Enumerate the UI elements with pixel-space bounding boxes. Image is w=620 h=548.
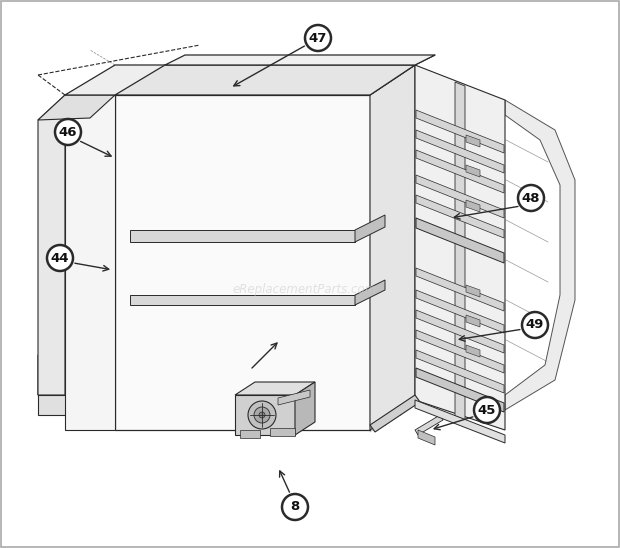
Polygon shape bbox=[115, 65, 415, 95]
Polygon shape bbox=[466, 345, 480, 357]
Text: 47: 47 bbox=[309, 31, 327, 44]
Text: 49: 49 bbox=[526, 318, 544, 332]
Circle shape bbox=[305, 25, 331, 51]
Polygon shape bbox=[240, 430, 260, 438]
Polygon shape bbox=[38, 305, 395, 395]
Polygon shape bbox=[416, 330, 504, 373]
Text: 8: 8 bbox=[290, 500, 299, 513]
Circle shape bbox=[259, 412, 265, 418]
Circle shape bbox=[282, 494, 308, 520]
Polygon shape bbox=[310, 345, 395, 415]
Polygon shape bbox=[370, 395, 420, 432]
Polygon shape bbox=[466, 285, 480, 297]
Polygon shape bbox=[466, 200, 480, 212]
Polygon shape bbox=[415, 65, 505, 430]
Polygon shape bbox=[165, 55, 435, 65]
Polygon shape bbox=[370, 65, 415, 430]
Polygon shape bbox=[355, 215, 385, 242]
Text: 48: 48 bbox=[522, 191, 540, 204]
Polygon shape bbox=[38, 95, 65, 395]
Polygon shape bbox=[65, 65, 415, 95]
Circle shape bbox=[474, 397, 500, 423]
Polygon shape bbox=[38, 395, 310, 415]
Polygon shape bbox=[38, 95, 115, 120]
Circle shape bbox=[518, 185, 544, 211]
Circle shape bbox=[47, 245, 73, 271]
Polygon shape bbox=[416, 290, 504, 333]
Polygon shape bbox=[115, 95, 370, 430]
Circle shape bbox=[522, 312, 548, 338]
Polygon shape bbox=[416, 110, 504, 153]
Polygon shape bbox=[466, 135, 480, 147]
Text: 45: 45 bbox=[478, 403, 496, 416]
Polygon shape bbox=[415, 400, 505, 443]
Polygon shape bbox=[415, 415, 443, 435]
Circle shape bbox=[248, 401, 276, 429]
Polygon shape bbox=[416, 150, 504, 193]
Polygon shape bbox=[416, 218, 504, 263]
Polygon shape bbox=[416, 195, 504, 238]
Text: eReplacementParts.com: eReplacementParts.com bbox=[233, 283, 377, 296]
Polygon shape bbox=[466, 165, 480, 177]
Polygon shape bbox=[270, 428, 295, 436]
Polygon shape bbox=[130, 230, 355, 242]
Polygon shape bbox=[130, 295, 355, 305]
Text: 46: 46 bbox=[59, 125, 78, 139]
Polygon shape bbox=[235, 395, 295, 435]
Polygon shape bbox=[455, 82, 465, 420]
Polygon shape bbox=[416, 310, 504, 353]
Polygon shape bbox=[416, 130, 504, 173]
Polygon shape bbox=[505, 100, 575, 410]
Polygon shape bbox=[65, 95, 115, 430]
Polygon shape bbox=[416, 368, 504, 412]
Polygon shape bbox=[416, 350, 504, 393]
Polygon shape bbox=[416, 175, 504, 218]
Polygon shape bbox=[235, 382, 315, 395]
Polygon shape bbox=[466, 315, 480, 327]
Polygon shape bbox=[416, 268, 504, 311]
Text: 44: 44 bbox=[51, 252, 69, 265]
Polygon shape bbox=[278, 390, 310, 405]
Polygon shape bbox=[295, 382, 315, 435]
Polygon shape bbox=[355, 280, 385, 305]
Circle shape bbox=[254, 407, 270, 423]
Circle shape bbox=[55, 119, 81, 145]
Polygon shape bbox=[418, 430, 435, 445]
